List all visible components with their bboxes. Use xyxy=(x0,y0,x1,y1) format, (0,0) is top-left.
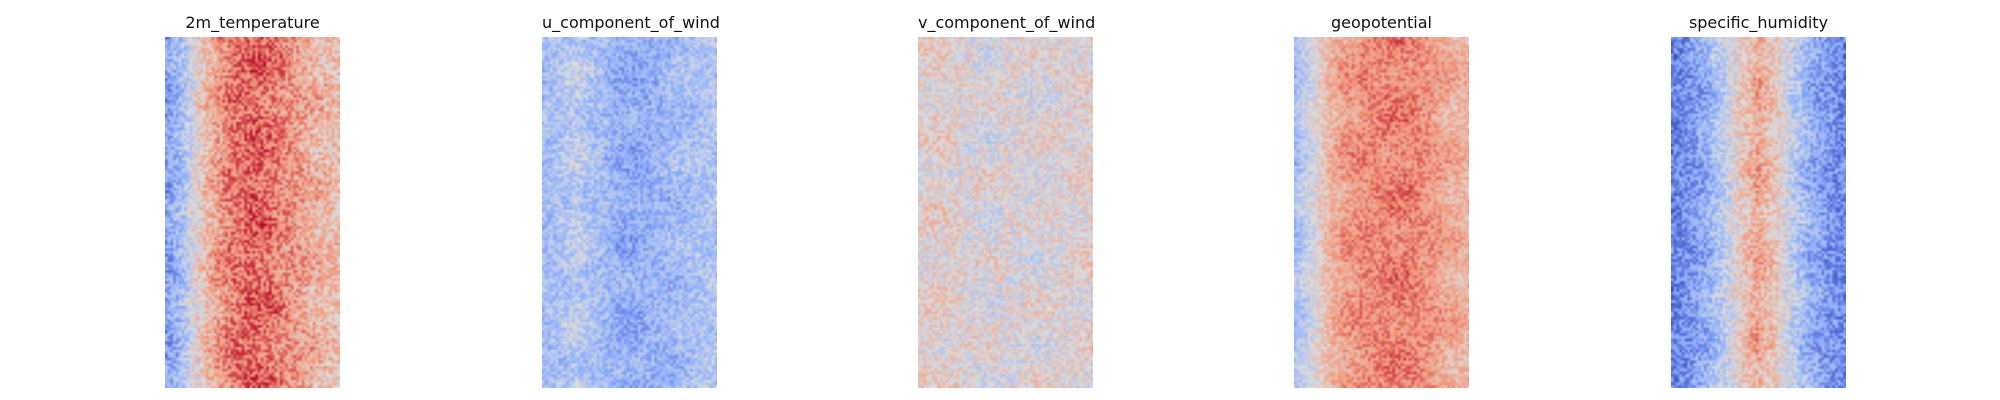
heatmap-2m-temperature xyxy=(165,37,340,388)
panel-title-v-component-of-wind: v_component_of_wind xyxy=(918,13,1096,32)
heatmap-u-component-of-wind xyxy=(542,37,717,388)
heatmap-specific-humidity xyxy=(1671,37,1846,388)
heatmap-geopotential xyxy=(1294,37,1469,388)
panel-title-specific-humidity: specific_humidity xyxy=(1688,13,1829,32)
heatmap-v-component-of-wind xyxy=(918,37,1093,388)
panel-title-u-component-of-wind: u_component_of_wind xyxy=(542,13,720,32)
panel-title-geopotential: geopotential xyxy=(1331,13,1432,32)
panel-title-2m-temperature: 2m_temperature xyxy=(185,13,320,32)
